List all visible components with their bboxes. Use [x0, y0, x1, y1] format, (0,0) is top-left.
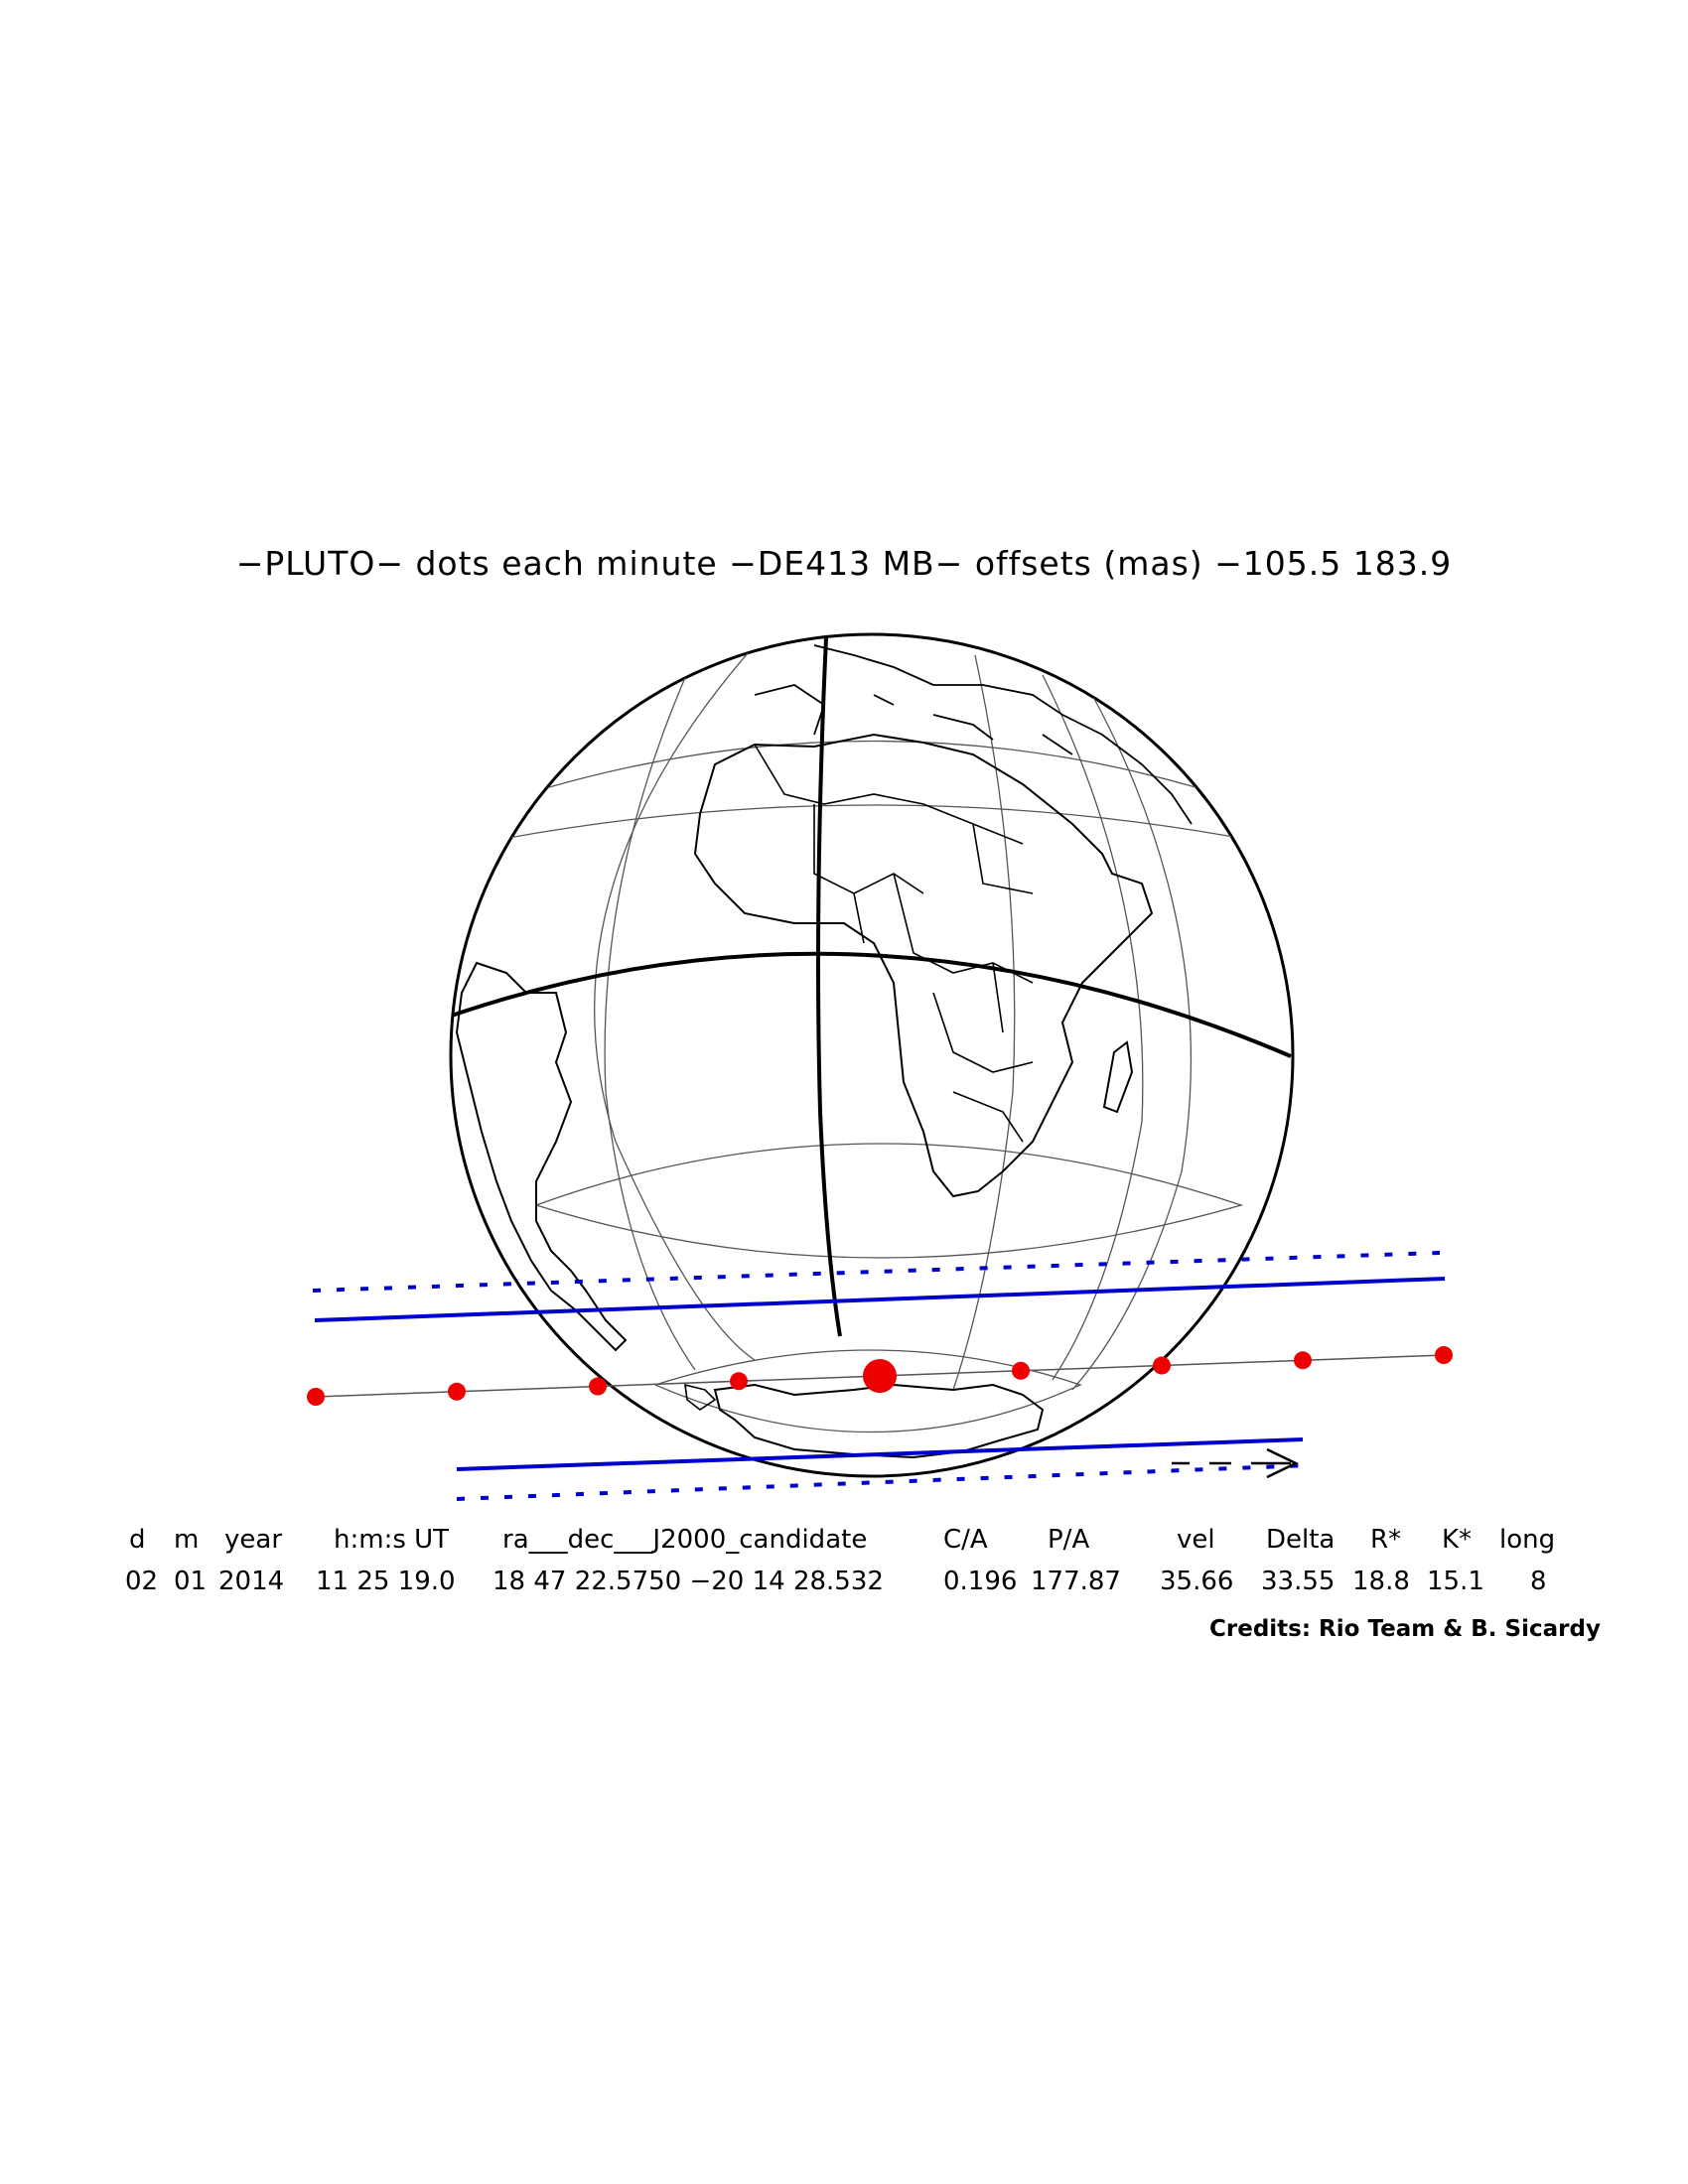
longitude-line-e3 — [1071, 694, 1193, 1391]
header-long: long — [1499, 1525, 1556, 1555]
time-dot — [589, 1377, 607, 1396]
header-m: m — [174, 1525, 200, 1555]
time-dot — [730, 1372, 748, 1391]
value-year: 2014 — [218, 1567, 285, 1596]
europe-outline — [754, 644, 1193, 825]
north-limit-solid — [314, 1277, 1446, 1322]
longitude-line-w2 — [604, 654, 696, 1371]
latitude-line-60s — [654, 1349, 1082, 1433]
prime-meridian — [816, 636, 842, 1337]
time-dot — [1153, 1356, 1171, 1375]
madagascar-outline — [1102, 1040, 1134, 1114]
header-d: d — [129, 1525, 146, 1555]
header-rstar: R* — [1370, 1525, 1402, 1555]
arrow-right-icon — [1172, 1447, 1299, 1479]
time-dot — [307, 1388, 325, 1406]
longitude-line-e1 — [952, 654, 1016, 1391]
time-dots — [307, 1346, 1453, 1406]
value-time: 11 25 19.0 — [316, 1567, 456, 1596]
latitude-line-30s — [535, 1143, 1244, 1259]
header-pa: P/A — [1048, 1525, 1090, 1555]
header-time: h:m:s UT — [334, 1525, 450, 1555]
longitude-line-w1 — [594, 644, 756, 1361]
time-dot — [1435, 1346, 1453, 1365]
value-delta: 33.55 — [1261, 1567, 1336, 1596]
south-america-outline — [455, 961, 628, 1352]
africa-borders — [754, 744, 1034, 1143]
value-ca: 0.196 — [943, 1567, 1018, 1596]
latitude-line-60n — [548, 740, 1196, 788]
longitude-line-e2 — [1042, 674, 1144, 1381]
plot-title: −PLUTO− dots each minute −DE413 MB− offs… — [235, 544, 1453, 583]
header-year: year — [224, 1525, 283, 1555]
latitude-line-30n — [466, 804, 1282, 847]
value-rstar: 18.8 — [1352, 1567, 1410, 1596]
value-long: 8 — [1530, 1567, 1547, 1596]
header-kstar: K* — [1442, 1525, 1473, 1555]
value-d: 02 — [125, 1567, 159, 1596]
time-dot — [1294, 1351, 1312, 1370]
time-dot — [1012, 1361, 1030, 1380]
value-radec: 18 47 22.5750 −20 14 28.532 — [492, 1567, 884, 1596]
value-m: 01 — [174, 1567, 208, 1596]
south-limit-solid — [456, 1437, 1304, 1471]
closest-approach-dot — [863, 1359, 897, 1394]
earth-globe — [449, 632, 1295, 1478]
header-ca: C/A — [943, 1525, 988, 1555]
africa-outline — [693, 733, 1154, 1198]
antarctica-outline — [713, 1383, 1045, 1459]
header-vel: vel — [1177, 1525, 1215, 1555]
header-radec: ra___dec___J2000_candidate — [502, 1525, 868, 1555]
equator-line — [451, 951, 1292, 1058]
value-pa: 177.87 — [1031, 1567, 1121, 1596]
time-dot — [448, 1382, 466, 1401]
value-kstar: 15.1 — [1427, 1567, 1484, 1596]
value-vel: 35.66 — [1160, 1567, 1234, 1596]
antarctic-peninsula — [684, 1383, 717, 1411]
header-delta: Delta — [1266, 1525, 1336, 1555]
credits-text: Credits: Rio Team & B. Sicardy — [1209, 1616, 1601, 1642]
